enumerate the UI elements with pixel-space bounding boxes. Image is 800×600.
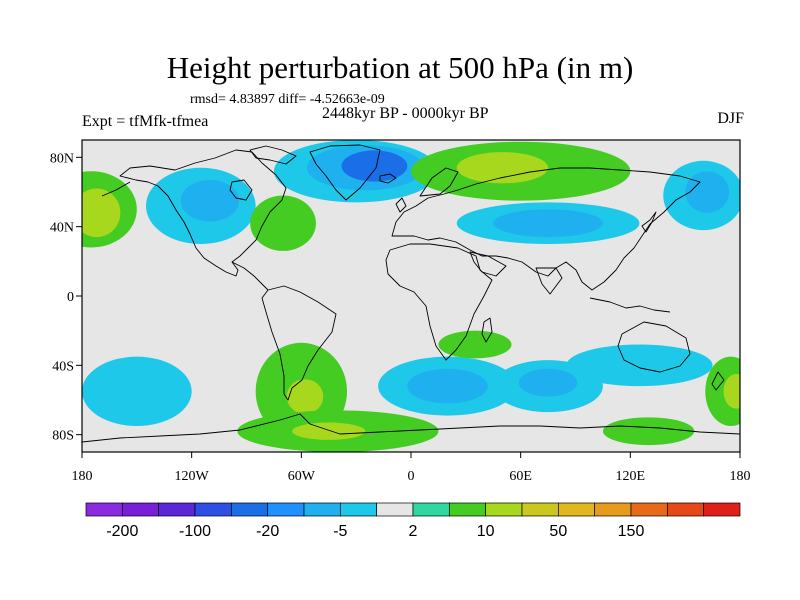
colorbar-box <box>485 502 523 517</box>
colorbar-label: 10 <box>477 523 495 540</box>
colorbar-box <box>230 502 269 517</box>
contour-s-pacific-high-core <box>723 374 740 409</box>
colorbar-box <box>85 502 123 517</box>
season-label: DJF <box>717 110 744 127</box>
colorbar-box <box>121 502 160 517</box>
contour-sw-pacific-low <box>82 356 192 427</box>
lon-tick-label: 180 <box>72 469 93 484</box>
contour-fill-layer <box>82 140 740 452</box>
colorbar-label: 150 <box>618 523 645 540</box>
contour-greenland-low-core <box>341 150 408 182</box>
axis-ticks: 80N 40N 0 40S 80S 180 120W 60W 0 60E 120E 180 <box>50 151 751 484</box>
coast-hudson-bay <box>229 179 253 201</box>
contour-antarctic-high-core <box>292 422 366 440</box>
period-label: 2448kyr BP - 0000kyr BP <box>322 105 489 122</box>
coast-antarctica <box>82 413 740 443</box>
coast-madagascar <box>481 317 493 343</box>
colorbar-box <box>521 502 559 517</box>
colorbar-box <box>194 502 232 517</box>
colorbar: -200 -100 -20 -5 2 10 50 150 <box>85 502 741 540</box>
colorbar-box <box>158 502 196 517</box>
colorbar-box <box>594 502 632 517</box>
lon-tick-label: 120W <box>175 469 210 484</box>
coast-arctic-islands <box>249 145 297 165</box>
coast-europe-asia <box>391 167 701 291</box>
contour-indian-ocean-low-core <box>518 368 578 397</box>
coast-india <box>535 267 563 295</box>
contour-n-america-low-core <box>180 179 240 222</box>
coast-alaska-peninsula <box>101 181 131 197</box>
experiment-label: Expt = tfMfk-tfmea <box>82 113 209 130</box>
colorbar-label: 50 <box>549 523 567 540</box>
contour-s-pacific-high <box>705 356 740 426</box>
coast-indonesia <box>589 297 671 313</box>
contour-ne-pacific-high-core <box>82 188 121 238</box>
lon-tick-label: 60E <box>509 469 532 484</box>
lat-tick-label: 0 <box>67 290 74 305</box>
coast-arabia <box>469 251 507 277</box>
colorbar-box <box>557 502 596 517</box>
coast-south-america <box>261 285 337 401</box>
lon-tick-label: 180 <box>730 469 751 484</box>
coast-scandinavia <box>419 167 459 197</box>
contour-nw-pacific-low-core <box>685 171 730 213</box>
contour-eurasia-high-core <box>456 152 549 184</box>
contour-australia-low <box>566 344 713 387</box>
colorbar-box <box>703 502 741 517</box>
lat-tick-label: 80N <box>50 151 74 166</box>
lon-tick-label: 60W <box>288 469 316 484</box>
colorbar-box <box>448 502 487 517</box>
colorbar-box <box>267 502 305 517</box>
colorbar-label: -20 <box>256 523 279 540</box>
colorbar-box <box>666 502 705 517</box>
coast-japan <box>641 211 657 233</box>
contour-s-america-high-core <box>286 379 324 414</box>
coast-iceland <box>379 173 397 184</box>
rmsd-text: rmsd= 4.83897 diff= -4.52663e-09 <box>190 92 385 107</box>
lon-tick-label: 120E <box>616 469 646 484</box>
colorbar-box <box>412 502 450 517</box>
coastlines <box>82 144 740 443</box>
lat-tick-label: 80S <box>52 429 74 444</box>
colorbar-label: -100 <box>179 523 211 540</box>
colorbar-box <box>630 502 668 517</box>
contour-south-atlantic-low-core <box>407 368 488 404</box>
coast-new-zealand <box>711 371 725 391</box>
lat-tick-label: 40N <box>50 221 74 236</box>
coast-british-isles <box>395 197 407 213</box>
coast-greenland <box>309 144 381 201</box>
page-title: Height perturbation at 500 hPa (in m) <box>166 50 634 85</box>
contour-central-asia-low-core <box>493 209 603 238</box>
colorbar-box <box>303 502 341 517</box>
coast-australia <box>617 321 691 373</box>
colorbar-label: -5 <box>333 523 347 540</box>
colorbar-label: -200 <box>106 523 138 540</box>
colorbar-label: 2 <box>409 523 418 540</box>
contour-southern-africa-high <box>438 330 512 359</box>
colorbar-box <box>339 502 378 517</box>
coast-central-america <box>231 261 269 291</box>
lat-tick-label: 40S <box>52 359 74 374</box>
coast-africa <box>385 243 493 361</box>
coast-north-america <box>119 149 287 277</box>
colorbar-box <box>376 502 414 517</box>
contour-e-us-high <box>250 195 316 251</box>
contour-antarctic-east-high <box>602 417 695 446</box>
lon-tick-label: 0 <box>408 469 415 484</box>
